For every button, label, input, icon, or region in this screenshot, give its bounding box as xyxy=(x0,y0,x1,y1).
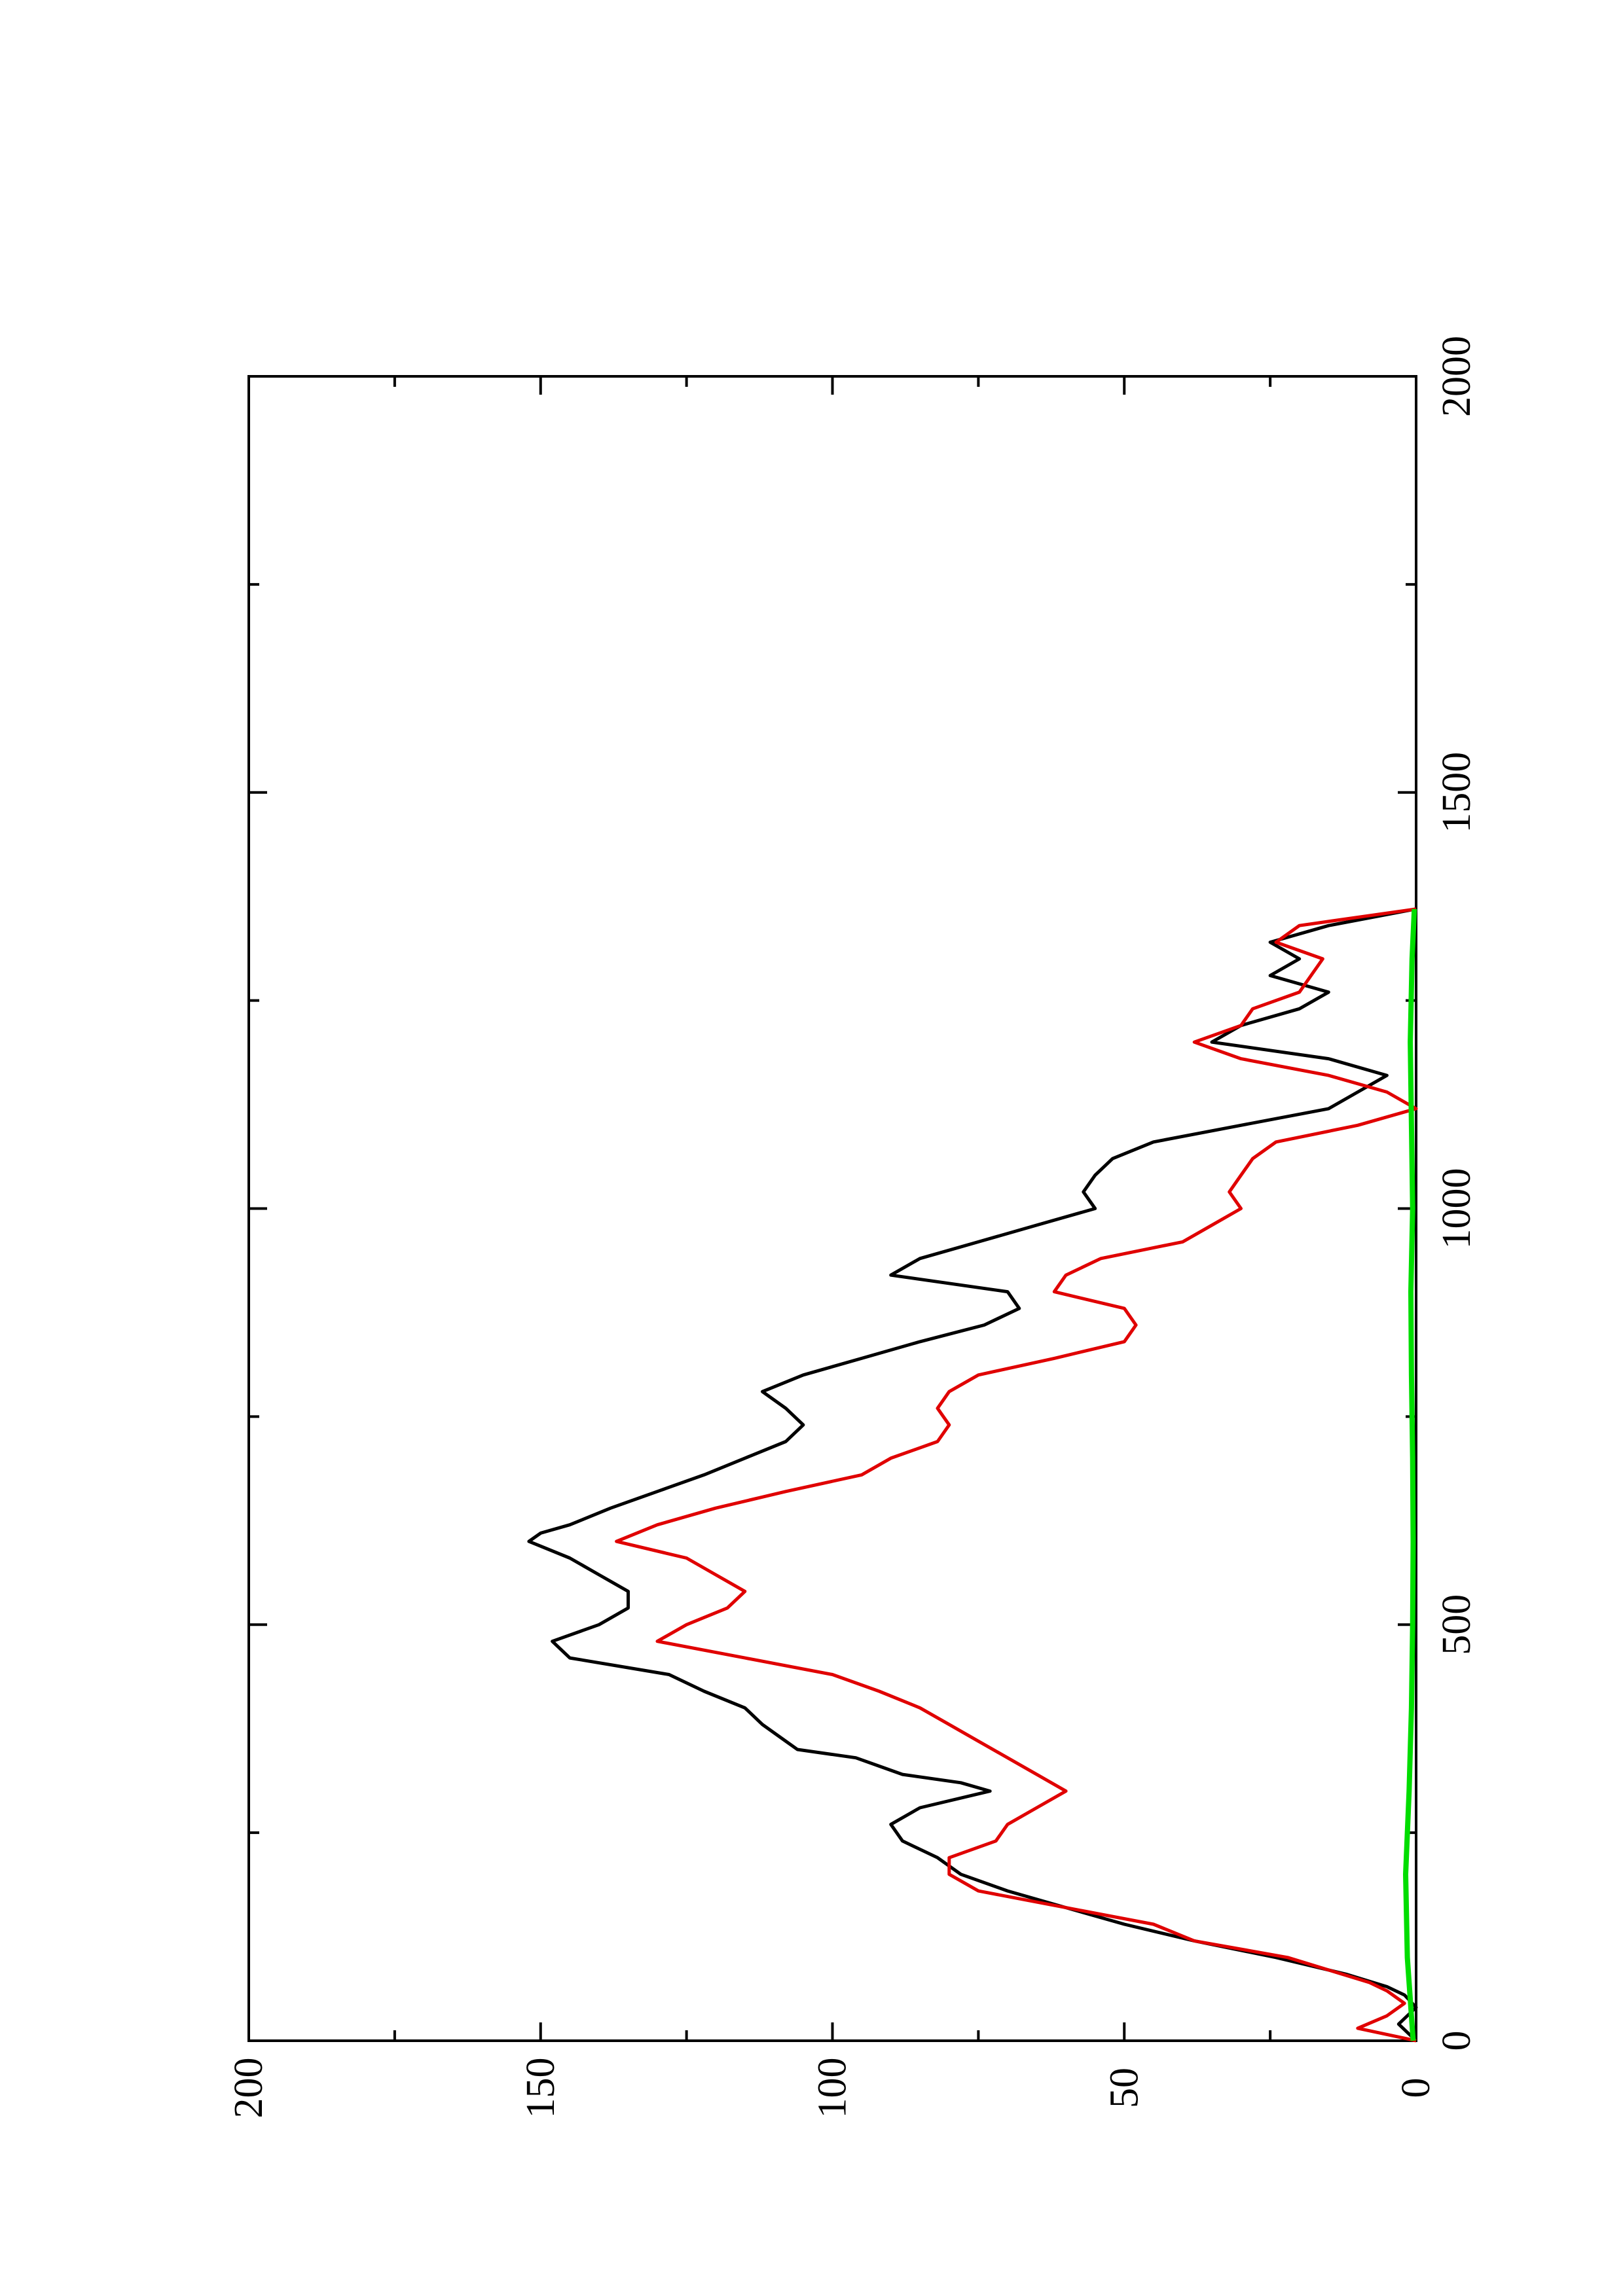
series-line-1 xyxy=(527,907,1418,2042)
x-tick-label: 2000 xyxy=(1434,336,1479,417)
series-line-3 xyxy=(1403,908,1417,2041)
y-tick-label: 0 xyxy=(1394,2078,1438,2098)
x-tick-label: 500 xyxy=(1434,1594,1479,1655)
x-tick-label: 0 xyxy=(1434,2031,1479,2051)
y-tick-label: 150 xyxy=(519,2058,563,2119)
y-tick-label: 50 xyxy=(1102,2068,1146,2108)
x-tick-label: 1500 xyxy=(1434,752,1479,833)
x-tick-label: 1000 xyxy=(1434,1168,1479,1249)
tick-marks xyxy=(247,375,1417,2042)
series-line-2 xyxy=(615,907,1418,2043)
data-series xyxy=(527,907,1418,2043)
tick-labels: 0 500 1000 1500 2000 0 50 100 150 200 xyxy=(227,336,1479,2119)
y-tick-label: 200 xyxy=(227,2058,271,2119)
y-tick-label: 100 xyxy=(811,2058,855,2119)
